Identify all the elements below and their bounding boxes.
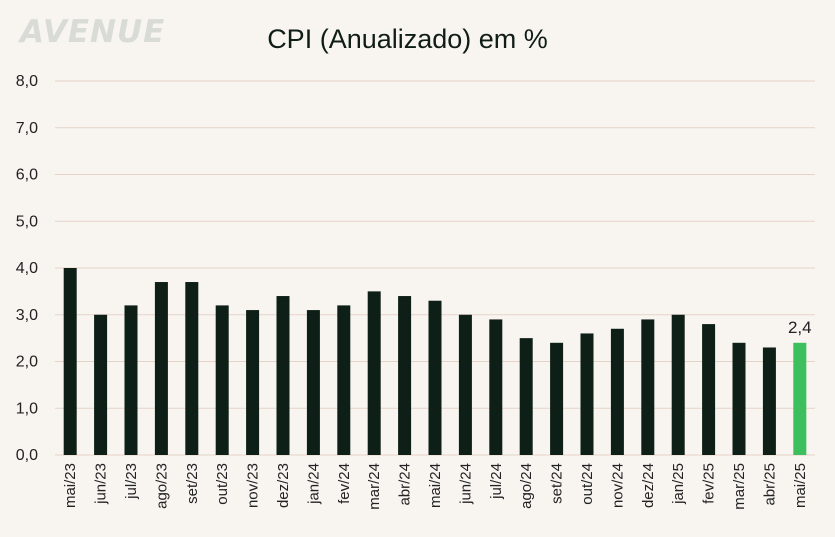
x-tick-label: mai/23 (62, 463, 79, 508)
data-labels: 2,4 (788, 318, 812, 337)
bar-mar-24 (367, 291, 381, 455)
x-tick-label: jan/25 (670, 463, 687, 505)
x-tick-label: nov/24 (609, 463, 626, 508)
bar-ago-23 (154, 282, 168, 455)
y-tick-label: 4,0 (16, 260, 38, 277)
y-tick-label: 0,0 (16, 447, 38, 464)
bar-abr-24 (398, 296, 412, 455)
y-tick-label: 2,0 (16, 354, 38, 371)
bar-mai-25 (793, 342, 807, 455)
x-tick-label: ago/23 (153, 463, 170, 509)
x-axis-ticks: mai/23 jun/23 jul/23 ago/23 set/23 out/23 nov/… (62, 463, 809, 510)
bar-fev-25 (702, 324, 716, 455)
bar-jul-23 (124, 305, 138, 455)
x-tick-label: abr/25 (761, 463, 778, 506)
y-tick-label: 5,0 (16, 213, 38, 230)
x-tick-label: mar/24 (366, 463, 383, 510)
x-tick-label: jul/24 (488, 463, 505, 500)
bar-nov-23 (246, 310, 260, 455)
chart-title-text: CPI (Anualizado) em % (267, 24, 548, 54)
bar-mai-24 (428, 300, 442, 455)
x-tick-label: fev/25 (701, 463, 718, 504)
x-tick-label: mar/25 (731, 463, 748, 510)
y-tick-label: 7,0 (16, 120, 38, 137)
x-tick-label: nov/23 (245, 463, 262, 508)
bar-dez-24 (641, 319, 655, 455)
y-axis-ticks: 0,0 1,0 2,0 3,0 4,0 5,0 6,0 7,0 8,0 (16, 73, 38, 464)
bar-nov-24 (610, 328, 624, 455)
x-tick-label: jun/24 (457, 463, 474, 505)
x-tick-label: set/23 (184, 463, 201, 504)
x-tick-label: fev/24 (336, 463, 353, 504)
bar-ago-24 (519, 338, 533, 455)
bars (63, 268, 807, 455)
bar-jun-23 (94, 314, 108, 455)
x-tick-label: abr/24 (397, 463, 414, 506)
data-label: 2,4 (788, 318, 812, 337)
bar-set-23 (185, 282, 199, 455)
bar-out-24 (580, 333, 594, 455)
bar-abr-25 (762, 347, 776, 455)
bar-jul-24 (489, 319, 503, 455)
y-tick-label: 8,0 (16, 73, 38, 90)
bar-dez-23 (276, 296, 290, 455)
bar-mai-23 (63, 268, 77, 455)
x-tick-label: dez/24 (640, 463, 657, 508)
chart-title: CPI (Anualizado) em % (0, 24, 835, 55)
x-tick-label: dez/23 (275, 463, 292, 508)
bar-out-23 (215, 305, 229, 455)
x-tick-label: mai/25 (792, 463, 809, 508)
x-tick-label: out/24 (579, 463, 596, 505)
y-tick-label: 1,0 (16, 400, 38, 417)
x-tick-label: set/24 (549, 463, 566, 504)
bar-fev-24 (337, 305, 351, 455)
y-tick-label: 3,0 (16, 307, 38, 324)
x-tick-label: jan/24 (305, 463, 322, 505)
x-tick-label: out/23 (214, 463, 231, 505)
x-tick-label: jun/23 (93, 463, 110, 505)
y-tick-label: 6,0 (16, 167, 38, 184)
x-tick-label: ago/24 (518, 463, 535, 509)
bar-set-24 (550, 342, 564, 455)
bar-jan-24 (306, 310, 320, 455)
bar-jun-24 (458, 314, 472, 455)
x-tick-label: mai/24 (427, 463, 444, 508)
bar-jan-25 (671, 314, 685, 455)
x-tick-label: jul/23 (123, 463, 140, 500)
avenue-logo: AVENUE (20, 14, 166, 50)
bar-mar-25 (732, 342, 746, 455)
